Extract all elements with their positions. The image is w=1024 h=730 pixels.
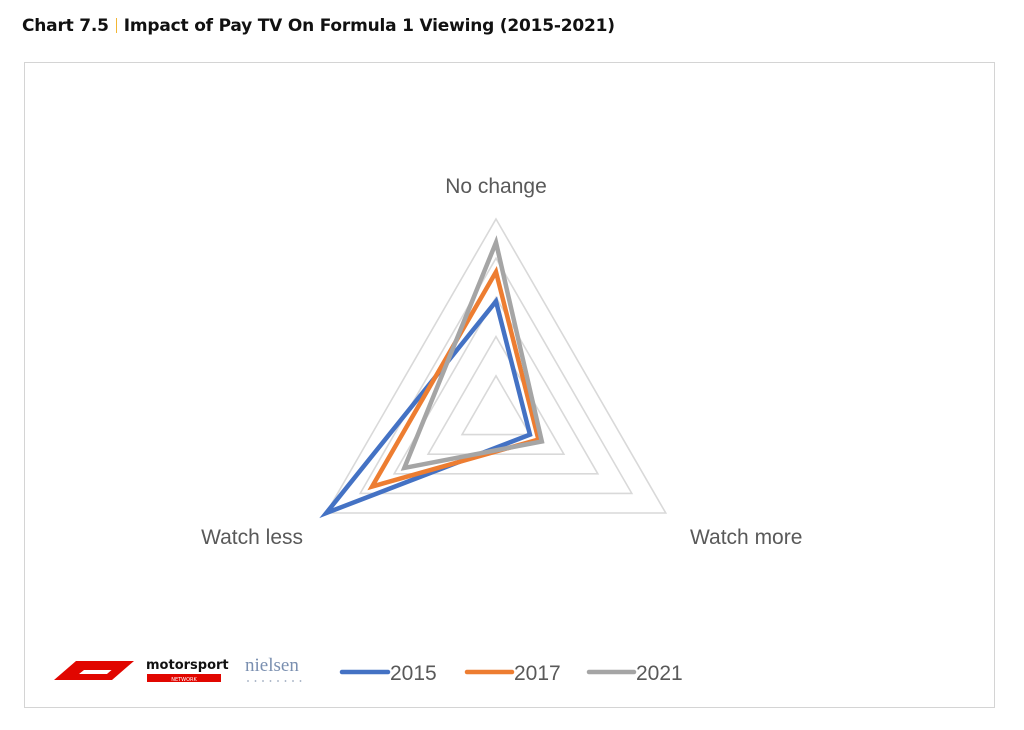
grid-ring-4 — [358, 256, 634, 495]
series-line-2021 — [400, 235, 545, 471]
chart-title: Chart 7.5 Impact of Pay TV On Formula 1 V… — [22, 16, 615, 36]
nielsen-dot — [277, 680, 279, 682]
chart-title-text: Impact of Pay TV On Formula 1 Viewing (2… — [123, 16, 615, 36]
grid-ring-1 — [460, 374, 532, 436]
chart-number: Chart 7.5 — [22, 16, 109, 36]
chart-frame — [24, 62, 995, 708]
title-separator — [115, 18, 117, 33]
f1-logo — [54, 661, 134, 680]
legend-label-2015: 2015 — [390, 662, 437, 685]
series-line-2015 — [319, 296, 533, 519]
legend: 2015 2017 2021 — [339, 662, 683, 685]
motorsport-logo: motorsport NETWORK — [146, 658, 229, 683]
legend-label-2021: 2021 — [636, 662, 683, 685]
nielsen-dot — [262, 680, 264, 682]
radar-grid — [324, 217, 668, 514]
series-line-2017 — [367, 265, 542, 491]
radar-series — [319, 235, 545, 519]
grid-ring-3 — [392, 295, 600, 475]
nielsen-logo: nielsen — [245, 655, 302, 682]
nielsen-dot — [292, 680, 294, 682]
motorsport-wordmark: motorsport — [146, 658, 229, 673]
axis-label-watch-more: Watch more — [690, 526, 802, 549]
motorsport-bar — [147, 674, 221, 682]
nielsen-dot — [269, 680, 272, 682]
nielsen-dot — [284, 680, 287, 682]
nielsen-dot — [254, 680, 257, 682]
nielsen-wordmark: nielsen — [245, 655, 299, 676]
motorsport-network: NETWORK — [171, 677, 197, 683]
axis-label-watch-less: Watch less — [201, 526, 303, 549]
legend-label-2017: 2017 — [514, 662, 561, 685]
axis-label-no-change: No change — [445, 175, 547, 198]
grid-ring-5 — [324, 217, 668, 514]
nielsen-dot — [299, 680, 302, 682]
nielsen-dot — [247, 680, 249, 682]
